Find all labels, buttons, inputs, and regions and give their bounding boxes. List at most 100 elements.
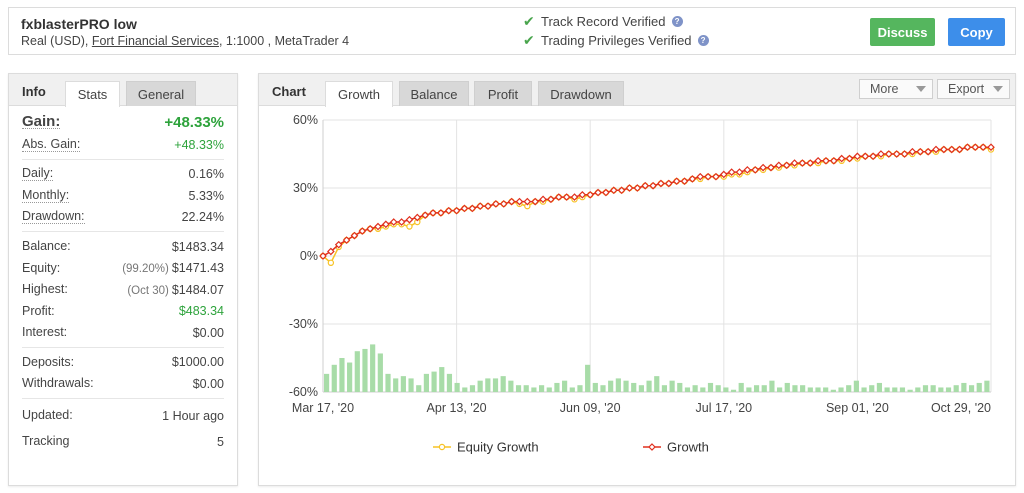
volume-bar xyxy=(347,362,353,392)
x-tick-label: Sep 01, '20 xyxy=(826,401,889,415)
growth-point xyxy=(562,193,571,201)
profit-row: Profit: $483.34 xyxy=(22,301,224,323)
growth-point xyxy=(382,220,390,229)
more-dropdown[interactable]: More xyxy=(859,79,933,99)
growth-point xyxy=(774,161,783,170)
help-icon[interactable]: ? xyxy=(671,16,683,27)
balance-row: Balance: $1483.34 xyxy=(22,236,224,258)
volume-bar xyxy=(393,378,399,392)
volume-bar xyxy=(515,385,522,392)
growth-point xyxy=(672,177,681,186)
caret-down-icon xyxy=(993,86,1003,92)
daily-row: Daily: 0.16% xyxy=(22,164,224,186)
legend-growth-label: Growth xyxy=(667,440,709,455)
growth-point xyxy=(484,202,492,210)
growth-point xyxy=(782,161,791,170)
growth-point xyxy=(845,154,854,163)
growth-point xyxy=(547,195,555,204)
growth-point xyxy=(814,156,822,165)
growth-point xyxy=(963,143,972,152)
growth-point xyxy=(908,147,917,156)
interest-label: Interest: xyxy=(22,325,68,340)
volume-bar xyxy=(646,380,652,392)
volume-bar xyxy=(523,385,529,392)
volume-bar xyxy=(669,380,675,392)
volume-bar xyxy=(938,387,944,392)
growth-point xyxy=(327,247,335,256)
volume-bar xyxy=(769,380,775,392)
tracking-label: Tracking xyxy=(22,434,70,448)
volume-bar xyxy=(853,380,859,392)
export-label: Export xyxy=(948,82,985,96)
growth-point xyxy=(751,166,760,174)
growth-point xyxy=(719,170,728,179)
volume-bar xyxy=(661,385,668,392)
volume-bar xyxy=(439,367,445,392)
tab-profit[interactable]: Profit xyxy=(474,81,532,106)
growth-point xyxy=(712,172,720,181)
growth-point xyxy=(452,206,461,215)
tab-stats[interactable]: Stats xyxy=(65,81,120,107)
volume-bar xyxy=(500,376,506,392)
volume-bar xyxy=(416,385,422,392)
discuss-button[interactable]: Discuss xyxy=(870,18,935,46)
info-tabbar: Info Stats General xyxy=(9,74,237,107)
volume-bar xyxy=(830,389,836,392)
copy-button[interactable]: Copy xyxy=(948,18,1005,46)
account-leverage: , 1:1000 , MetaTrader 4 xyxy=(218,34,350,48)
volume-bar xyxy=(723,387,729,392)
tab-drawdown[interactable]: Drawdown xyxy=(538,81,624,106)
broker-link[interactable]: Fort Financial Services xyxy=(91,34,219,48)
growth-point xyxy=(389,218,398,226)
rates-group: Daily: 0.16% Monthly: 5.33% Drawdown: 22… xyxy=(22,160,224,232)
growth-point xyxy=(460,204,469,213)
chart-title: Chart xyxy=(272,84,306,99)
growth-point xyxy=(649,181,657,190)
y-tick-label: 30% xyxy=(293,181,318,195)
withdrawals-row: Withdrawals: $0.00 xyxy=(22,373,224,395)
volume-bar xyxy=(400,376,406,392)
growth-point xyxy=(342,236,351,244)
tab-balance[interactable]: Balance xyxy=(399,81,469,106)
volume-bar xyxy=(715,385,721,392)
volume-bar xyxy=(585,364,591,392)
help-icon[interactable]: ? xyxy=(697,35,709,46)
tab-growth[interactable]: Growth xyxy=(325,81,393,107)
money-group: Balance: $1483.34 Equity: (99.20%) $1471.… xyxy=(22,232,224,348)
equity-growth-line xyxy=(322,146,992,265)
growth-point xyxy=(743,166,752,174)
export-dropdown[interactable]: Export xyxy=(937,79,1010,99)
highest-date: (Oct 30) xyxy=(127,284,169,297)
equity-label: Equity: xyxy=(22,260,61,275)
growth-point xyxy=(625,184,634,192)
growth-point xyxy=(507,197,516,206)
balance-value: $1483.34 xyxy=(171,239,224,254)
volume-bar xyxy=(823,387,829,392)
volume-bar xyxy=(692,385,698,392)
legend-equity-growth-label: Equity Growth xyxy=(457,440,539,455)
equity-growth-point xyxy=(327,259,335,266)
volume-bar xyxy=(362,348,368,392)
trading-privileges-verified: ✔ Trading Privileges Verified ? xyxy=(523,32,709,49)
volume-bar xyxy=(454,382,460,392)
volume-bar xyxy=(807,387,813,392)
volume-bar xyxy=(623,380,629,392)
x-tick-label: Jun 09, '20 xyxy=(560,401,621,415)
abs-gain-row: Abs. Gain: +48.33% xyxy=(22,134,224,156)
checkmark-icon: ✔ xyxy=(523,13,535,29)
growth-point xyxy=(641,181,650,190)
tab-general[interactable]: General xyxy=(126,81,196,106)
volume-bar xyxy=(907,389,913,392)
growth-point xyxy=(767,163,775,172)
volume-bar xyxy=(339,358,345,392)
equity-value: $1471.43 xyxy=(171,261,224,276)
growth-point xyxy=(987,143,995,152)
info-stats: Gain: +48.33% Abs. Gain: +48.33% Daily: … xyxy=(9,106,237,458)
gain-row: Gain: +48.33% xyxy=(22,110,224,134)
growth-point xyxy=(688,175,697,183)
profit-value: $483.34 xyxy=(178,304,224,319)
volume-bar xyxy=(546,387,552,392)
x-tick-label: Apr 13, '20 xyxy=(427,401,487,415)
volume-bar xyxy=(684,387,691,392)
volume-bar xyxy=(508,380,514,392)
